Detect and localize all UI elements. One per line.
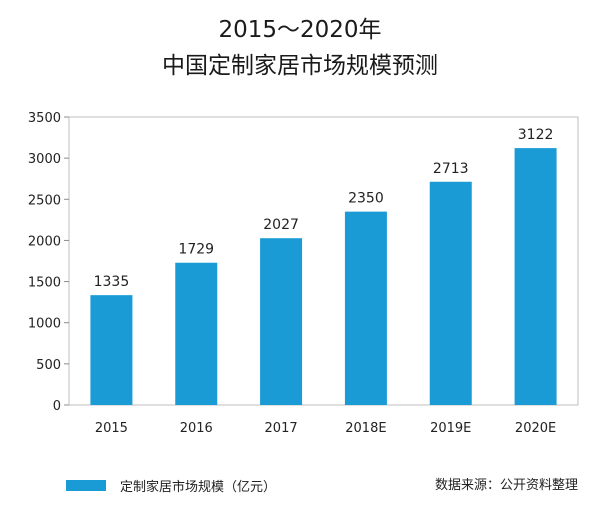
bar [260, 238, 303, 405]
y-tick-label: 3500 [28, 111, 61, 126]
legend: 定制家居市场规模（亿元） [66, 476, 276, 495]
bar [344, 211, 387, 405]
data-label: 2027 [263, 217, 299, 233]
x-category-label: 2019E [430, 421, 471, 436]
x-category-label: 2016 [180, 421, 213, 436]
y-tick-label: 1500 [28, 276, 61, 291]
bar [514, 148, 557, 405]
data-label: 1729 [178, 242, 214, 258]
x-category-label: 2017 [265, 421, 298, 436]
y-tick-label: 2000 [28, 234, 61, 249]
legend-label: 定制家居市场规模（亿元） [120, 480, 277, 495]
data-source-note: 数据来源：公开资料整理 [434, 478, 578, 493]
y-tick-label: 2500 [28, 193, 61, 208]
legend-swatch [66, 480, 106, 491]
chart-title-block: 2015～2020年 中国定制家居市场规模预测 [0, 12, 600, 84]
chart-title: 2015～2020年 [218, 17, 382, 43]
plot-frame [68, 116, 579, 406]
bar-chart: 0 500 1000 1500 2000 2500 3000 3500 1335 2015 1729… [28, 111, 579, 436]
chart-subtitle: 中国定制家居市场规模预测 [162, 53, 438, 79]
x-category-label: 2020E [515, 421, 556, 436]
y-tick-label: 500 [36, 358, 61, 373]
y-tick-label: 1000 [28, 317, 61, 332]
y-tick-label: 0 [53, 399, 61, 414]
x-category-label: 2015 [95, 421, 128, 436]
y-tick-label: 3000 [28, 152, 61, 167]
data-label: 2713 [433, 161, 469, 177]
data-label: 1335 [94, 274, 130, 290]
data-label: 3122 [518, 127, 554, 143]
bar [175, 262, 218, 405]
bar [90, 295, 133, 405]
data-label: 2350 [348, 191, 384, 207]
bar [429, 181, 472, 405]
x-category-label: 2018E [345, 421, 386, 436]
